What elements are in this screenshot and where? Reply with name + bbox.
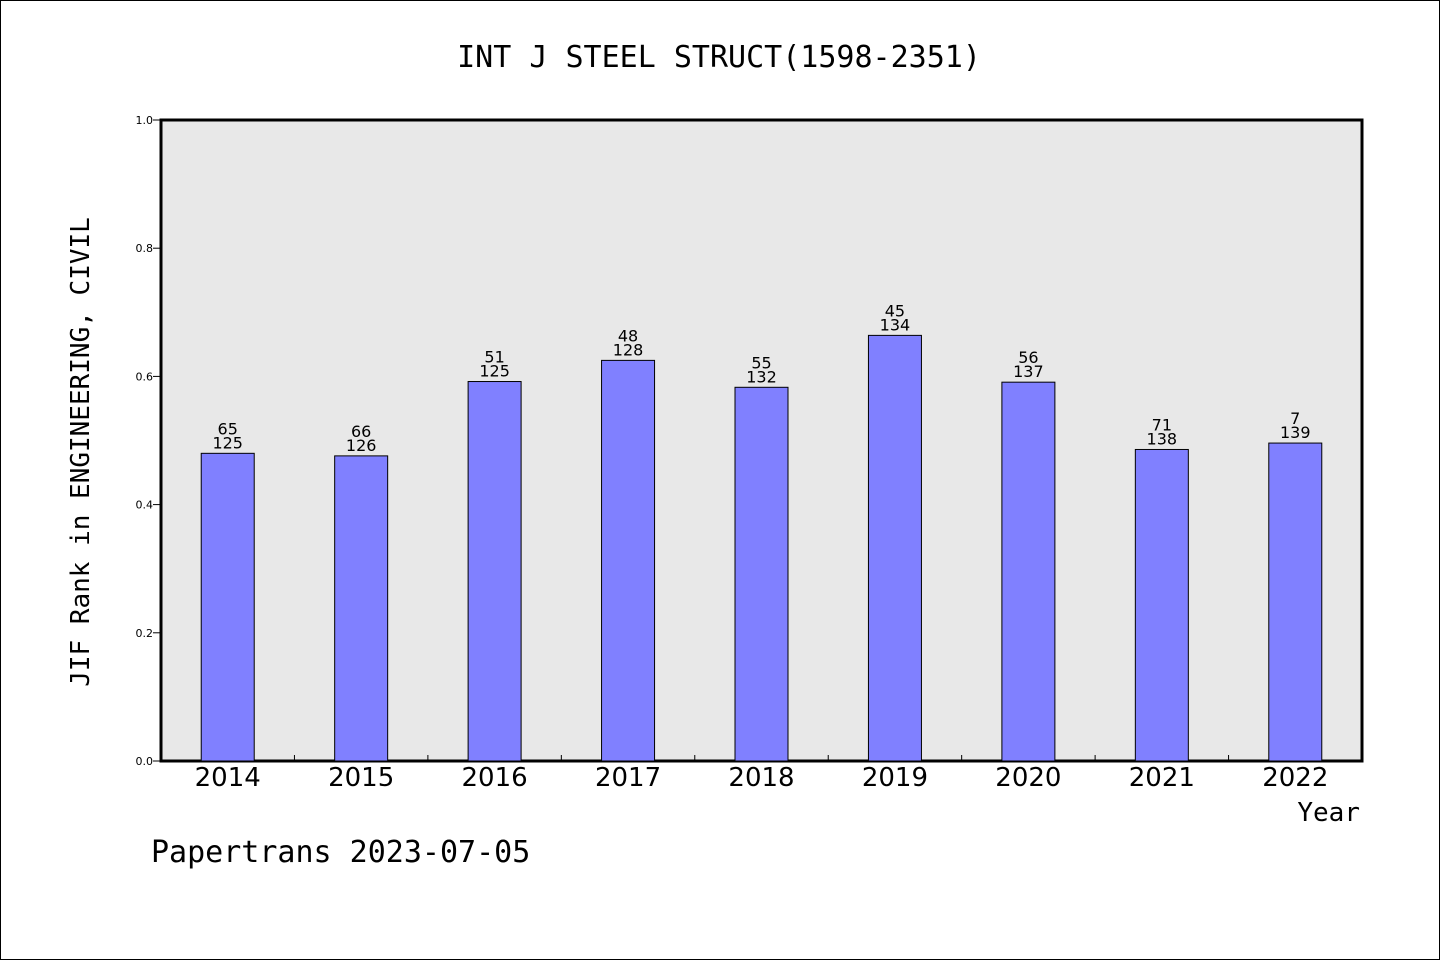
y-tick-label: 0.0 bbox=[136, 755, 154, 768]
y-tick-label: 1.0 bbox=[136, 114, 154, 127]
x-tick-label: 2017 bbox=[595, 763, 661, 793]
bar-total-label: 126 bbox=[346, 436, 377, 455]
y-tick-label: 0.2 bbox=[136, 627, 154, 640]
bar-2021 bbox=[1134, 448, 1189, 762]
bar-2017 bbox=[601, 359, 656, 762]
x-tick-label: 2016 bbox=[462, 763, 528, 793]
x-axis-label: Year bbox=[1297, 798, 1360, 828]
bar-total-label: 134 bbox=[880, 315, 911, 334]
bar-2019 bbox=[867, 334, 922, 762]
bar-rank-label: 65 bbox=[218, 419, 238, 438]
x-tick-label: 2022 bbox=[1262, 763, 1328, 793]
bar-rank-label: 48 bbox=[618, 326, 638, 345]
bar-total-label: 125 bbox=[479, 362, 510, 381]
x-tick-label: 2019 bbox=[862, 763, 928, 793]
chart-title: INT J STEEL STRUCT(1598-2351) bbox=[457, 40, 981, 75]
x-tick-label: 2020 bbox=[995, 763, 1061, 793]
bar-total-label: 132 bbox=[746, 367, 777, 386]
footer-text: Papertrans 2023-07-05 bbox=[151, 835, 531, 870]
bar-2022 bbox=[1268, 442, 1323, 762]
x-tick-label: 2015 bbox=[328, 763, 394, 793]
bar-2018 bbox=[734, 386, 789, 762]
bar-2016 bbox=[467, 381, 522, 762]
bar-rank-label: 51 bbox=[484, 348, 504, 367]
x-axis: 2014 2015 2016 2017 2018 2019 2020 2021 2022 bbox=[195, 755, 1328, 793]
bar-total-label: 139 bbox=[1280, 423, 1311, 442]
y-tick-label: 0.4 bbox=[136, 499, 154, 512]
x-tick-label: 2021 bbox=[1129, 763, 1195, 793]
bar-rank-label: 55 bbox=[751, 353, 771, 372]
bar-rank-label: 7 bbox=[1290, 409, 1300, 428]
bar-rank-label: 66 bbox=[351, 422, 371, 441]
y-tick-label: 0.8 bbox=[136, 242, 154, 255]
bars-group: 6512566126511254812855132451345613771138… bbox=[200, 301, 1323, 762]
bar-total-label: 128 bbox=[613, 340, 644, 359]
y-axis: 0.0 0.2 0.4 0.6 0.8 1.0 bbox=[136, 114, 161, 768]
x-tick-label: 2014 bbox=[195, 763, 261, 793]
y-axis-label: JIF Rank in ENGINEERING, CIVIL bbox=[66, 217, 96, 687]
bar-total-label: 125 bbox=[212, 433, 243, 452]
bar-total-label: 138 bbox=[1147, 429, 1178, 448]
bar-rank-label: 45 bbox=[885, 301, 905, 320]
bar-2015 bbox=[334, 455, 389, 762]
bar-rank-label: 56 bbox=[1018, 348, 1038, 367]
bar-2014 bbox=[200, 452, 255, 762]
x-tick-label: 2018 bbox=[728, 763, 794, 793]
y-tick-label: 0.6 bbox=[136, 370, 154, 383]
bar-total-label: 137 bbox=[1013, 362, 1044, 381]
bar-2020 bbox=[1001, 381, 1056, 762]
bar-rank-label: 71 bbox=[1152, 415, 1172, 434]
